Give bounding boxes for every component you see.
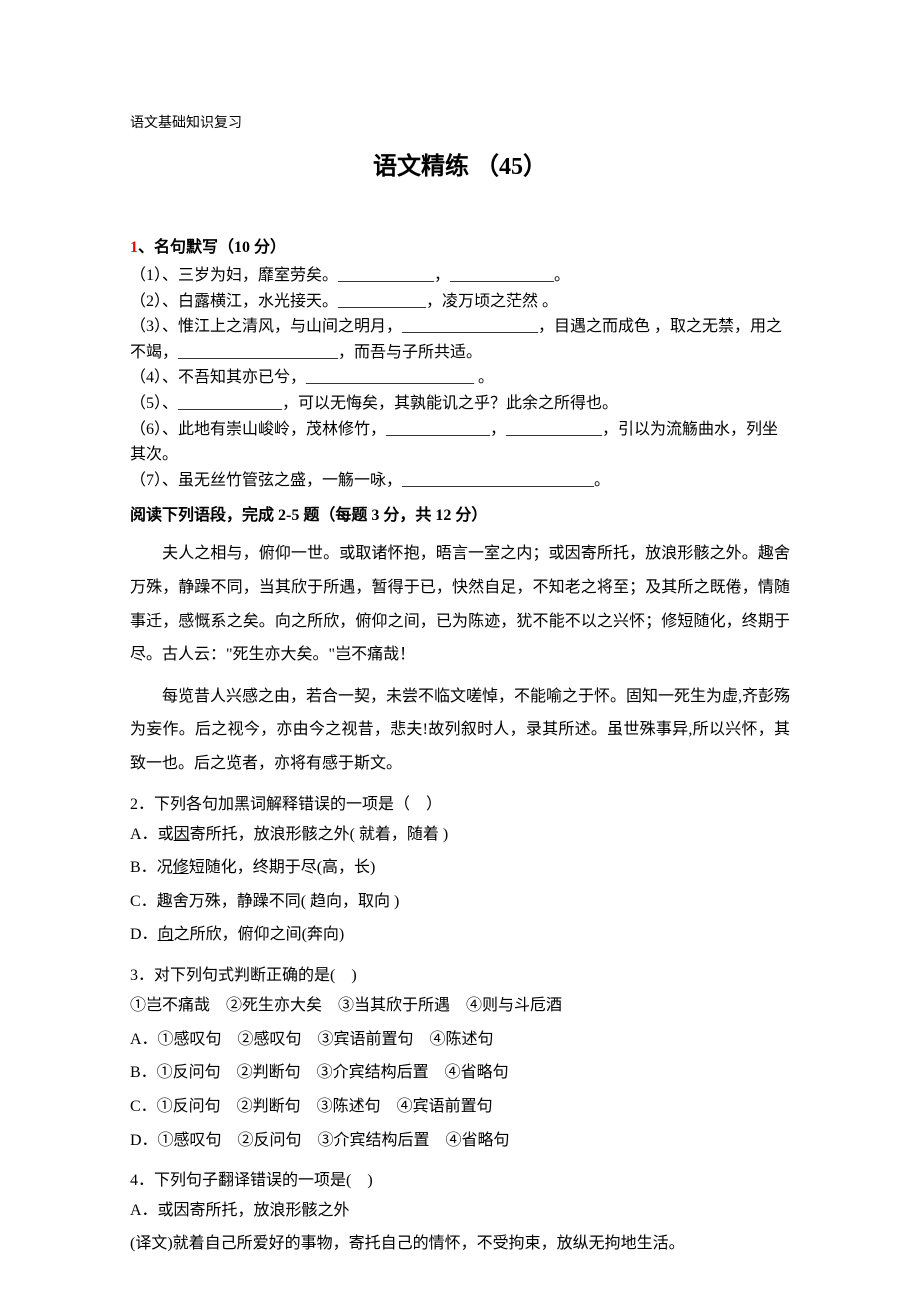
q3-option-b: B．①反问句 ②判断句 ③介宾结构后置 ④省略句	[130, 1056, 790, 1090]
fill-q3: （3）、惟江上之清风，与山间之明月，_________________，目遇之而…	[130, 314, 790, 365]
q4-translation: (译文)就着自己所爱好的事物，寄托自己的情怀，不受拘束，放纵无拘地生活。	[130, 1228, 790, 1260]
q2-option-b: B．况修短随化，终期于尽(高，长)	[130, 851, 790, 885]
q2-stem: 2．下列各句加黑词解释错误的一项是（ ）	[130, 791, 790, 818]
q3-option-a: A．①感叹句 ②感叹句 ③宾语前置句 ④陈述句	[130, 1023, 790, 1057]
q2-option-d: D．向之所欣，俯仰之间(奔向)	[130, 918, 790, 952]
q3-examples: ①岂不痛哉 ②死生亦大矣 ③当其欣于所遇 ④则与斗卮酒	[130, 989, 790, 1023]
q3-stem: 3．对下列句式判断正确的是( )	[130, 962, 790, 989]
reading-instruction: 阅读下列语段，完成 2-5 题（每题 3 分，共 12 分）	[130, 501, 790, 525]
q2-option-c: C．趣舍万殊，静躁不同( 趋向，取向 )	[130, 885, 790, 919]
q4-option-a: A．或因寄所托，放浪形骸之外	[130, 1194, 790, 1228]
section1-label: 、名句默写（10 分）	[138, 239, 286, 256]
fill-q4: （4）、不吾知其亦已兮，_____________________ 。	[130, 365, 790, 391]
section1-number: 1	[130, 239, 138, 256]
q3-option-c: C．①反问句 ②判断句 ③陈述句 ④宾语前置句	[130, 1090, 790, 1124]
passage-1-text: 夫人之相与，俯仰一世。或取诸怀抱，晤言一室之内；或因寄所托，放浪形骸之外。趣舍万…	[130, 545, 790, 663]
q3-option-d: D．①感叹句 ②反问句 ③介宾结构后置 ④省略句	[130, 1124, 790, 1158]
fill-q1: （1）、三岁为妇，靡室劳矣。____________，_____________…	[130, 263, 790, 289]
section1-heading: 1、名句默写（10 分）	[130, 233, 790, 257]
passage-2: 每览昔人兴感之由，若合一契，未尝不临文嗟悼，不能喻之于怀。固知一死生为虚,齐彭殇…	[130, 680, 790, 781]
passage-1: 夫人之相与，俯仰一世。或取诸怀抱，晤言一室之内；或因寄所托，放浪形骸之外。趣舍万…	[130, 537, 790, 671]
page-title: 语文精练 （45）	[130, 146, 790, 181]
fill-q5: （5）、_____________，可以无悔矣，其孰能讥之乎？此余之所得也。	[130, 391, 790, 417]
fill-q2: （2）、白露横江，水光接天。___________，凌万顷之茫然 。	[130, 289, 790, 315]
fill-q6: （6）、此地有崇山峻岭，茂林修竹，_____________，_________…	[130, 417, 790, 468]
fill-q7: （7）、虽无丝竹管弦之盛，一觞一咏，______________________…	[130, 468, 790, 494]
header-note: 语文基础知识复习	[130, 112, 790, 132]
q2-option-a: A．或因寄所托，放浪形骸之外( 就着，随着 )	[130, 818, 790, 852]
passage-2-text: 每览昔人兴感之由，若合一契，未尝不临文嗟悼，不能喻之于怀。固知一死生为虚,齐彭殇…	[130, 688, 790, 772]
q4-stem: 4．下列句子翻译错误的一项是( )	[130, 1167, 790, 1194]
